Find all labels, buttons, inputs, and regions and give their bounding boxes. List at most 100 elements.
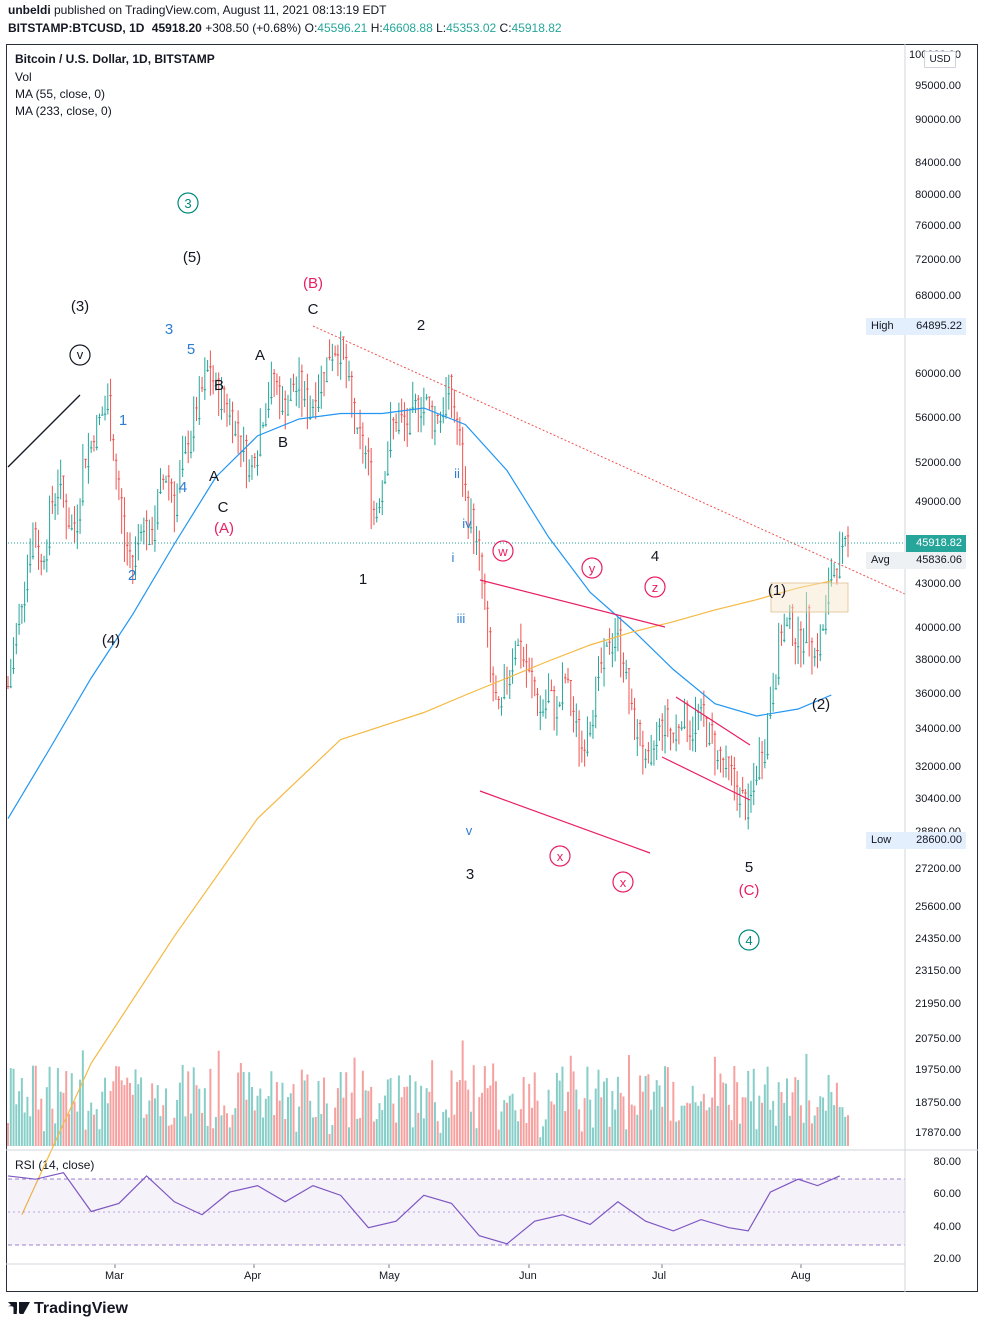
volume-bar [567,1091,569,1146]
volume-bar [231,1114,234,1146]
wave-label-v-circled: v [77,347,84,362]
wave-label-B2: B [278,434,288,451]
volume-bar [719,1073,722,1146]
rsi-tick-label: 60.00 [933,1188,961,1201]
volume-bar [425,1088,428,1146]
volume-bar [783,1102,786,1146]
volume-bar [384,1095,387,1146]
volume-bar [31,1065,34,1146]
volume-bar [835,1082,838,1146]
volume-bar [123,1085,126,1146]
wave-label-2p: (2) [812,696,830,713]
price-change: +308.50 (+0.68%) [205,21,302,35]
volume-bar [356,1118,359,1146]
volume-bar [808,1100,811,1146]
volume-bar [361,1070,364,1146]
volume-bar [528,1083,531,1146]
volume-bar [73,1101,76,1146]
wave-circle-3 [177,192,199,214]
volume-bar [212,1128,215,1146]
volume-bar [112,1081,115,1146]
rsi-band-fill [8,1179,905,1245]
price-tick-label: 56000.00 [915,412,961,424]
avg-label: Avg [866,552,911,569]
volume-bar [841,1107,844,1146]
tradingview-logo[interactable]: TradingView [8,1300,128,1318]
price-tick-label: 49000.00 [915,496,961,508]
volume-bar [178,1082,181,1146]
volume-bar [378,1103,381,1146]
volume-bar [838,1107,841,1146]
ma233-line [21,580,832,1216]
volume-bar [439,1132,442,1146]
volume-bar [630,1104,633,1146]
volume-bar [461,1040,464,1146]
volume-bar [636,1114,639,1146]
volume-bar [433,1102,436,1146]
volume-bar [403,1086,406,1146]
l-value: 45353.02 [446,21,497,35]
volume-bar [201,1112,204,1146]
volume-bar [658,1085,661,1146]
wave-label-A2: A [255,347,265,364]
volume-bar [536,1100,539,1146]
wave-label-z: z [652,580,659,595]
low-label: Low [866,832,911,849]
volume-bar [736,1082,739,1146]
volume-bar [580,1131,583,1146]
avg-value: 45836.06 [906,552,966,569]
volume-bar [339,1072,342,1146]
volume-bar [788,1115,791,1146]
volume-bar [436,1121,439,1146]
volume-bar [389,1078,392,1146]
volume-bar [417,1112,420,1146]
rsi-tick-label: 20.00 [933,1253,961,1265]
ohlc-line: BITSTAMP:BTCUSD, 1D 45918.20 +308.50 (+0… [8,21,562,35]
currency-badge[interactable]: USD [924,51,956,68]
volume-bar [594,1088,597,1146]
volume-bar [359,1118,362,1146]
volume-bar [408,1075,411,1146]
volume-bar [517,1121,520,1146]
volume-bar [833,1105,836,1146]
wave-label-B1: B [214,377,224,394]
wave-label-Ap: (A) [214,520,234,537]
o-label: O: [304,21,318,35]
wave-label-ii: ii [454,466,460,481]
time-tick-label: Aug [791,1270,811,1282]
volume-bar [824,1110,827,1146]
volume-bar [644,1075,647,1146]
volume-bar [328,1133,331,1146]
volume-bar [494,1081,497,1146]
price-tick-label: 17870.00 [915,1127,961,1139]
volume-bar [666,1067,669,1146]
volume-bar [262,1117,265,1146]
volume-bar [347,1127,350,1146]
volume-bar [134,1069,137,1146]
volume-bar [226,1113,229,1146]
volume-bar [555,1072,558,1146]
volume-bar [142,1117,145,1146]
volume-bar [12,1068,15,1146]
volume-bar [730,1120,733,1146]
legend-vol: Vol [15,70,32,84]
volume-bar [153,1098,156,1146]
volume-bar [220,1115,223,1146]
volume-bar [725,1083,728,1146]
volume-bar [414,1081,417,1146]
volume-bar [711,1097,714,1146]
volume-bar [489,1085,492,1146]
volume-bar [217,1050,220,1146]
volume-bar [248,1072,251,1146]
h-value: 46608.88 [382,21,433,35]
volume-bar [250,1086,253,1146]
volume-bar [101,1091,104,1146]
volume-bar [298,1106,301,1146]
volume-bar [464,1080,467,1146]
last-price-tag: 45918.82 [906,535,966,552]
wave-circle-w [492,540,514,562]
volume-bar [234,1108,237,1146]
volume-bar [20,1078,23,1146]
price-tick-label: 76000.00 [915,220,961,232]
